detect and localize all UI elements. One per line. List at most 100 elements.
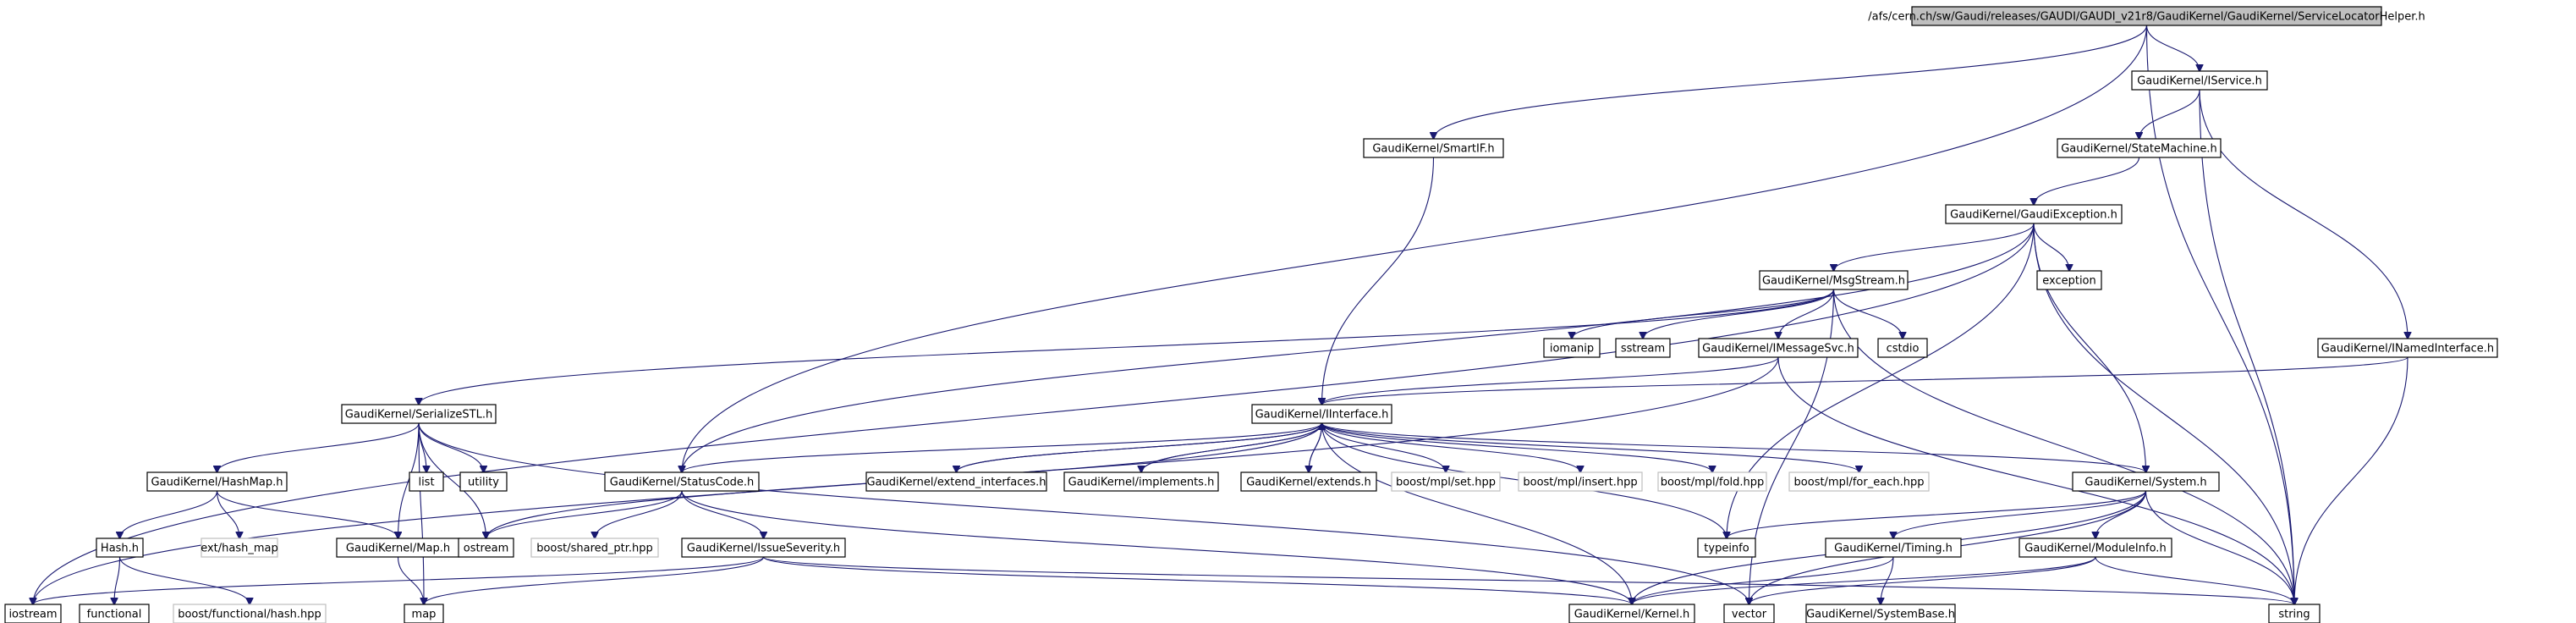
node-box (1568, 604, 1695, 623)
node-ostream[interactable]: ostream (458, 538, 514, 558)
node-label: boost/shared_ptr.hpp (536, 543, 653, 555)
edge-issueseverity-to-string (762, 556, 2295, 604)
edge-issueseverity-to-iostream (33, 556, 765, 604)
node-label: list (418, 477, 434, 489)
edge-iinterface-to-mplinsert (1321, 422, 1581, 472)
edge-serializestl-to-ostream (418, 422, 486, 538)
node-box (2072, 471, 2220, 492)
node-label: GaudiKernel/StateMachine.h (2061, 143, 2217, 156)
edge-serializestl-to-map_h (398, 422, 420, 538)
node-box (1363, 138, 1504, 158)
node-iinterface[interactable]: GaudiKernel/IInterface.h (1251, 404, 1392, 424)
node-sharedptr: boost/shared_ptr.hpp (530, 538, 659, 558)
node-statemachine[interactable]: GaudiKernel/StateMachine.h (2057, 138, 2222, 158)
node-functional[interactable]: functional (79, 604, 150, 623)
node-cstdio[interactable]: cstdio (1877, 338, 1928, 358)
edge-msgstream-to-iomanip (1572, 289, 1835, 339)
node-box (341, 404, 497, 424)
edge-root-to-smartif (1434, 25, 2148, 139)
node-system[interactable]: GaudiKernel/System.h (2072, 471, 2220, 492)
node-utility[interactable]: utility (459, 471, 508, 492)
node-label: GaudiKernel/HashMap.h (151, 477, 283, 489)
edge-serializestl-to-hashmap (217, 422, 420, 472)
node-mplinsert: boost/mpl/insert.hpp (1518, 471, 1643, 492)
node-iservice[interactable]: GaudiKernel/IService.h (2131, 70, 2268, 91)
edge-msgstream-to-string (1832, 289, 2295, 604)
edge-iinterface-to-statuscode (682, 422, 1323, 472)
edge-issueseverity-to-kernel (762, 556, 1633, 604)
node-label: sstream (1621, 343, 1665, 356)
node-inamedinterface[interactable]: GaudiKernel/INamedInterface.h (2317, 338, 2498, 358)
node-mplset: boost/mpl/set.hpp (1391, 471, 1501, 492)
edge-inamedinterface-to-string (2294, 356, 2408, 604)
node-box (1657, 471, 1767, 492)
node-box (409, 471, 444, 492)
edge-root-to-statuscode (682, 25, 2148, 472)
node-mplfold: boost/mpl/fold.hpp (1657, 471, 1767, 492)
node-box (404, 604, 444, 623)
node-sstream[interactable]: sstream (1615, 338, 1671, 358)
node-iomanip[interactable]: iomanip (1543, 338, 1601, 358)
node-smartif[interactable]: GaudiKernel/SmartIF.h (1363, 138, 1504, 158)
edge-root-to-iservice (2145, 25, 2200, 71)
node-boosthash: boost/functional/hash.hpp (173, 604, 327, 623)
node-label: ostream (464, 543, 509, 555)
node-iostream[interactable]: iostream (4, 604, 62, 623)
node-hashmap[interactable]: GaudiKernel/HashMap.h (146, 471, 288, 492)
node-box (200, 538, 278, 558)
node-hash[interactable]: Hash.h (96, 538, 144, 558)
edge-root-to-string (2145, 25, 2295, 604)
node-label: GaudiKernel/extend_interfaces.h (866, 477, 1046, 489)
node-implements[interactable]: GaudiKernel/implements.h (1063, 471, 1219, 492)
node-timing[interactable]: GaudiKernel/Timing.h (1825, 538, 1962, 558)
node-issueseverity[interactable]: GaudiKernel/IssueSeverity.h (681, 538, 846, 558)
node-map_h[interactable]: GaudiKernel/Map.h (336, 538, 460, 558)
node-box (1805, 604, 1956, 623)
node-box (2317, 338, 2498, 358)
node-string[interactable]: string (2268, 604, 2321, 623)
node-label: GaudiKernel/SmartIF.h (1372, 143, 1494, 156)
node-label: Hash.h (101, 543, 139, 555)
node-extend_interfaces[interactable]: GaudiKernel/extend_interfaces.h (865, 471, 1047, 492)
edge-gaudiexception-to-exception (2033, 223, 2069, 271)
edge-hashmap-to-exthashmap (216, 490, 240, 538)
node-label: GaudiKernel/IInterface.h (1255, 409, 1389, 422)
node-label: GaudiKernel/IMessageSvc.h (1702, 343, 1854, 356)
node-box (96, 538, 144, 558)
edge-serializestl-to-list (418, 422, 426, 472)
node-box (1697, 538, 1756, 558)
node-box (1615, 338, 1671, 358)
node-label: GaudiKernel/SystemBase.h (1806, 609, 1955, 621)
node-exception[interactable]: exception (2036, 270, 2102, 290)
node-box (459, 471, 508, 492)
node-imessagesvc[interactable]: GaudiKernel/IMessageSvc.h (1698, 338, 1859, 358)
node-label: functional (87, 609, 142, 621)
node-statuscode[interactable]: GaudiKernel/StatusCode.h (604, 471, 760, 492)
node-box (1698, 338, 1859, 358)
node-moduleinfo[interactable]: GaudiKernel/ModuleInfo.h (2019, 538, 2172, 558)
node-label: GaudiKernel/GaudiException.h (1950, 209, 2117, 222)
edge-iinterface-to-mplforeach (1321, 422, 1859, 472)
node-box (1877, 338, 1928, 358)
node-list[interactable]: list (409, 471, 444, 492)
node-box (2131, 70, 2268, 91)
edge-msgstream-to-vector (1749, 289, 1835, 604)
node-label: typeinfo (1704, 543, 1749, 555)
edge-gaudiexception-to-system (2033, 223, 2146, 472)
node-map[interactable]: map (404, 604, 444, 623)
node-extends[interactable]: GaudiKernel/extends.h (1240, 471, 1377, 492)
node-exthashmap: ext/hash_map (200, 538, 278, 558)
node-vector[interactable]: vector (1723, 604, 1775, 623)
node-msgstream[interactable]: GaudiKernel/MsgStream.h (1759, 270, 1909, 290)
edge-imessagesvc-to-iinterface (1322, 356, 1779, 405)
node-systembase[interactable]: GaudiKernel/SystemBase.h (1805, 604, 1956, 623)
node-typeinfo[interactable]: typeinfo (1697, 538, 1756, 558)
node-label: GaudiKernel/implements.h (1068, 477, 1215, 489)
node-box (1759, 270, 1909, 290)
node-gaudiexception[interactable]: GaudiKernel/GaudiException.h (1945, 204, 2123, 224)
node-serializestl[interactable]: GaudiKernel/SerializeSTL.h (341, 404, 497, 424)
node-label: GaudiKernel/Map.h (346, 543, 450, 555)
node-box (2268, 604, 2321, 623)
node-kernel[interactable]: GaudiKernel/Kernel.h (1568, 604, 1695, 623)
node-label: boost/mpl/fold.hpp (1661, 477, 1765, 489)
